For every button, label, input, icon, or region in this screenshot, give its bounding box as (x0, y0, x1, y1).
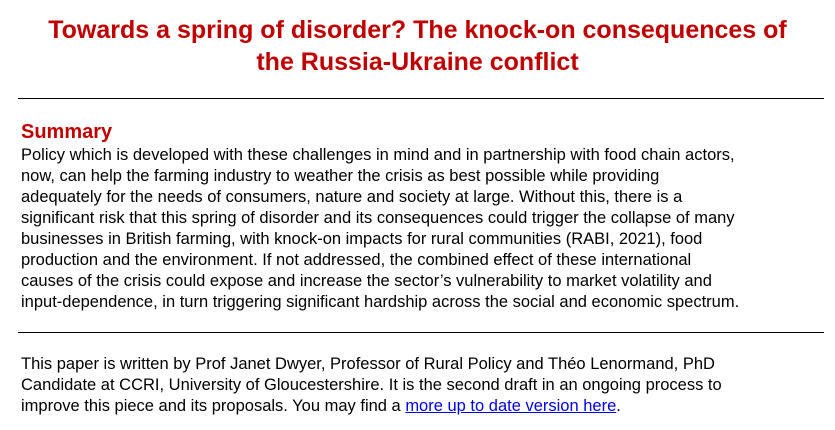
summary-line-3: adequately for the needs of consumers, n… (21, 188, 683, 206)
author-note-line-2: Candidate at CCRI, University of Glouces… (21, 376, 722, 394)
summary-line-1: Policy which is developed with these cha… (21, 146, 735, 164)
latest-version-link[interactable]: more up to date version here (405, 397, 617, 415)
author-note: This paper is written by Prof Janet Dwye… (21, 354, 831, 417)
summary-line-5: businesses in British farming, with knoc… (21, 230, 703, 248)
author-note-line-3-suffix: . (616, 397, 621, 415)
summary-line-6: production and the environment. If not a… (21, 251, 692, 269)
summary-line-4: significant risk that this spring of dis… (21, 209, 735, 227)
author-note-line-3-prefix: improve this piece and its proposals. Yo… (21, 397, 406, 415)
title-line-1: Towards a spring of disorder? The knock-… (48, 16, 787, 44)
title-line-2: the Russia-Ukraine conflict (256, 48, 579, 76)
author-note-line-1: This paper is written by Prof Janet Dwye… (21, 355, 715, 373)
summary-paragraph: Policy which is developed with these cha… (21, 145, 831, 313)
summary-heading: Summary (21, 121, 113, 143)
page-title: Towards a spring of disorder? The knock-… (0, 14, 835, 78)
summary-line-2: now, can help the farming industry to we… (21, 167, 660, 185)
author-note-line-3: improve this piece and its proposals. Yo… (21, 396, 831, 417)
top-divider (18, 98, 824, 99)
summary-line-7: causes of the crisis could expose and in… (21, 272, 712, 290)
summary-line-8: input-dependence, in turn triggering sig… (21, 293, 740, 311)
middle-divider (18, 332, 824, 333)
